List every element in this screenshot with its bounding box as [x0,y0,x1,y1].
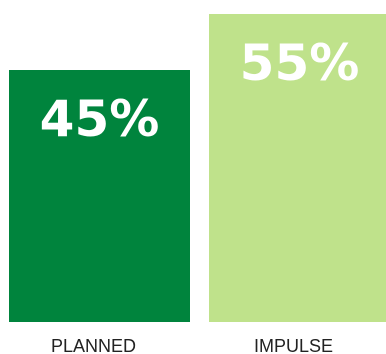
bar-value-label-impulse: 55% [240,34,360,92]
category-label-impulse: IMPULSE [254,336,333,354]
value-labels-group: 45% 55% [40,34,360,148]
bars-group [9,14,386,322]
category-labels-group: PLANNED IMPULSE [51,336,333,354]
bar-planned [9,70,190,322]
category-label-planned: PLANNED [51,336,136,354]
bar-impulse [209,14,386,322]
bar-value-label-planned: 45% [40,90,160,148]
